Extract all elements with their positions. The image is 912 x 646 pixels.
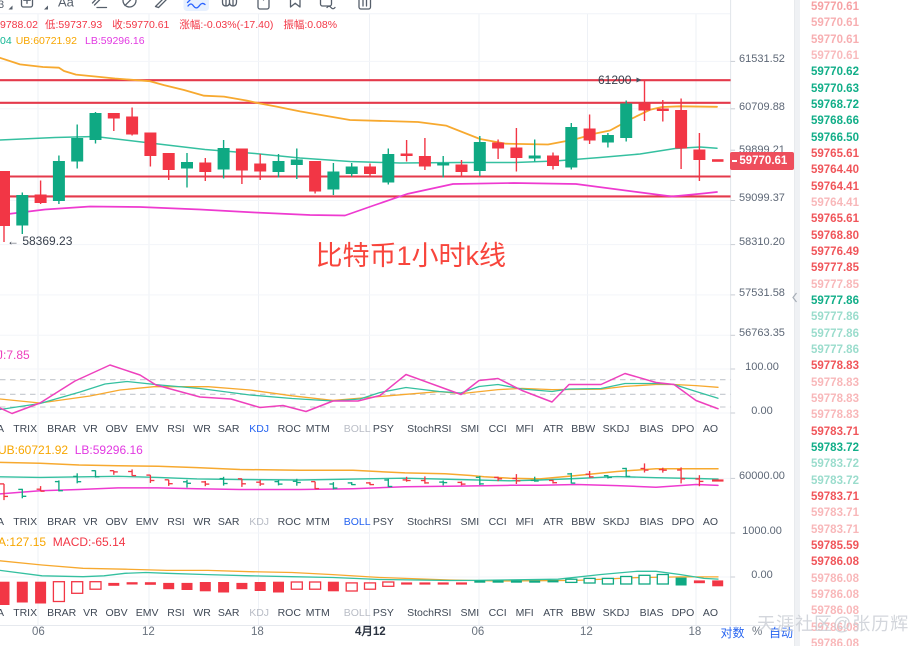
svg-text:Aa: Aa xyxy=(58,0,75,10)
svg-text:3: 3 xyxy=(0,0,4,11)
